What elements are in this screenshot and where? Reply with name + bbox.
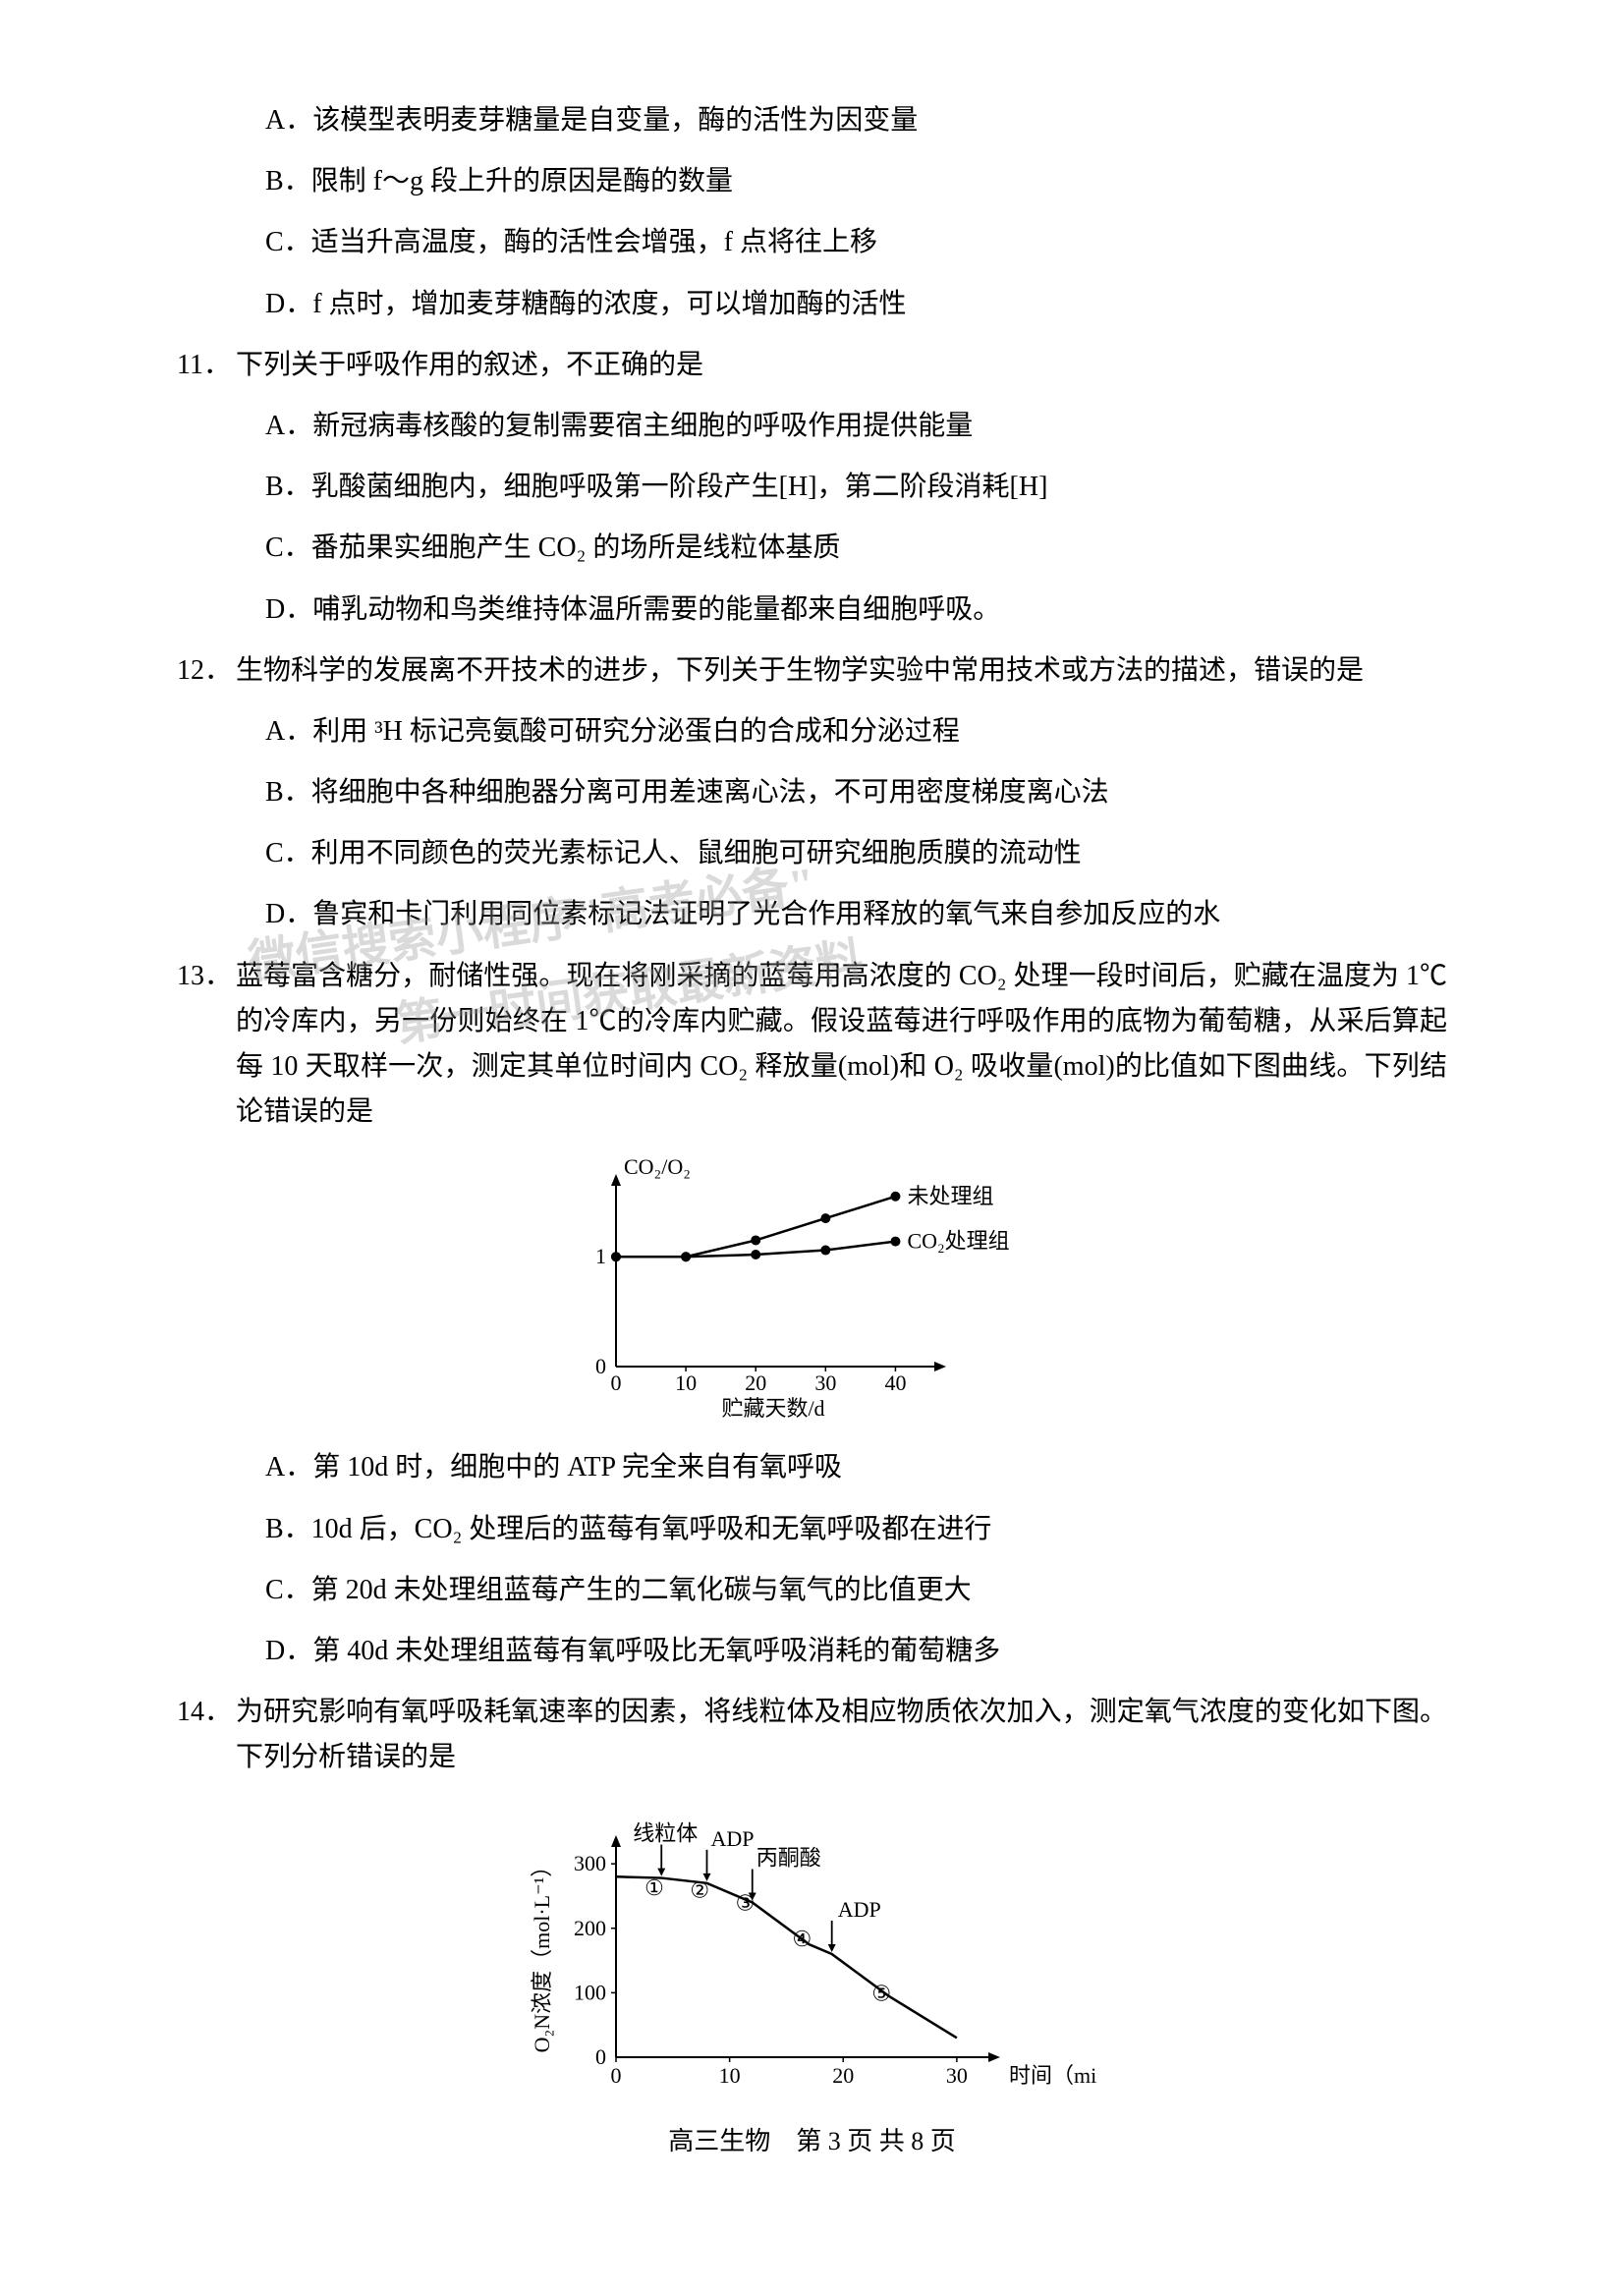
q13-option-a: A．第 10d 时，细胞中的 ATP 完全来自有氧呼吸	[177, 1445, 1447, 1490]
q14-text: 为研究影响有氧呼吸耗氧速率的因素，将线粒体及相应物质依次加入，测定氧气浓度的变化…	[236, 1690, 1447, 1780]
q10-option-a: A．该模型表明麦芽糖量是自变量，酶的活性为因变量	[177, 98, 1447, 143]
svg-text:CO₂/O₂: CO₂/O₂	[624, 1154, 691, 1179]
q11-num: 11．	[177, 343, 236, 388]
q10-option-b: B．限制 f～g 段上升的原因是酶的数量	[177, 159, 1447, 204]
q13-option-c: C．第 20d 未处理组蓝莓产生的二氧化碳与氧气的比值更大	[177, 1568, 1447, 1613]
svg-text:CO₂处理组: CO₂处理组	[907, 1229, 1009, 1254]
svg-text:未处理组: 未处理组	[907, 1184, 993, 1208]
q13-text: 蓝莓富含糖分，耐储性强。现在将刚采摘的蓝莓用高浓度的 CO₂ 处理一段时间后，贮…	[236, 954, 1447, 1136]
svg-text:①: ①	[644, 1874, 664, 1899]
svg-text:30: 30	[814, 1370, 836, 1395]
svg-text:时间（min）: 时间（min）	[1009, 2063, 1097, 2088]
svg-text:20: 20	[832, 2063, 854, 2088]
svg-text:100: 100	[574, 1980, 606, 2004]
svg-text:0: 0	[610, 1370, 621, 1395]
q12-option-a: A．利用 ³H 标记亮氨酸可研究分泌蛋白的合成和分泌过程	[177, 709, 1447, 755]
q11-option-b: B．乳酸菌细胞内，细胞呼吸第一阶段产生[H]，第二阶段消耗[H]	[177, 465, 1447, 510]
svg-text:线粒体: 线粒体	[633, 1820, 698, 1845]
svg-text:300: 300	[574, 1851, 606, 1875]
svg-text:丙酮酸: 丙酮酸	[756, 1845, 820, 1870]
svg-text:ADP: ADP	[710, 1825, 754, 1850]
q13-option-b: B．10d 后，CO₂ 处理后的蓝莓有氧呼吸和无氧呼吸都在进行	[177, 1507, 1447, 1552]
q14-stem: 14． 为研究影响有氧呼吸耗氧速率的因素，将线粒体及相应物质依次加入，测定氧气浓…	[177, 1690, 1447, 1780]
svg-text:0: 0	[595, 2044, 606, 2069]
svg-text:O₂N浓度（mol·L⁻¹）: O₂N浓度（mol·L⁻¹）	[530, 1855, 554, 2052]
q11-option-a: A．新冠病毒核酸的复制需要宿主细胞的呼吸作用提供能量	[177, 404, 1447, 449]
svg-text:20: 20	[745, 1370, 766, 1395]
svg-text:30: 30	[945, 2063, 967, 2088]
q11-option-c: C．番茄果实细胞产生 CO₂ 的场所是线粒体基质	[177, 526, 1447, 571]
q12-stem: 12． 生物科学的发展离不开技术的进步，下列关于生物学实验中常用技术或方法的描述…	[177, 648, 1447, 694]
svg-text:贮藏天数/d: 贮藏天数/d	[721, 1396, 824, 1421]
svg-text:1: 1	[595, 1245, 606, 1269]
q12-num: 12．	[177, 648, 236, 694]
q12-option-c: C．利用不同颜色的荧光素标记人、鼠细胞可研究细胞质膜的流动性	[177, 831, 1447, 876]
q13-option-d: D．第 40d 未处理组蓝莓有氧呼吸比无氧呼吸消耗的葡萄糖多	[177, 1629, 1447, 1674]
svg-text:③: ③	[735, 1890, 755, 1915]
page-footer: 高三生物 第 3 页 共 8 页	[177, 2121, 1447, 2157]
svg-text:40: 40	[884, 1370, 906, 1395]
svg-text:⑤: ⑤	[871, 1981, 891, 2005]
q11-option-d: D．哺乳动物和鸟类维持体温所需要的能量都来自细胞呼吸。	[177, 587, 1447, 633]
q14-chart: O₂N浓度（mol·L⁻¹）01020300100200300时间（min）线粒…	[528, 1797, 1097, 2101]
q13-stem: 13． 蓝莓富含糖分，耐储性强。现在将刚采摘的蓝莓用高浓度的 CO₂ 处理一段时…	[177, 954, 1447, 1136]
q12-option-b: B．将细胞中各种细胞器分离可用差速离心法，不可用密度梯度离心法	[177, 770, 1447, 815]
q11-text: 下列关于呼吸作用的叙述，不正确的是	[236, 343, 1447, 388]
q13-num: 13．	[177, 954, 236, 1136]
q12-text: 生物科学的发展离不开技术的进步，下列关于生物学实验中常用技术或方法的描述，错误的…	[236, 648, 1447, 694]
svg-text:200: 200	[574, 1915, 606, 1939]
q11-stem: 11． 下列关于呼吸作用的叙述，不正确的是	[177, 343, 1447, 388]
svg-text:ADP: ADP	[837, 1897, 880, 1922]
q10-option-d: D．f 点时，增加麦芽糖酶的浓度，可以增加酶的活性	[177, 282, 1447, 327]
svg-text:0: 0	[610, 2063, 621, 2088]
q13-chart: CO₂/O₂ 0 10 20 30 40 0 1 贮藏天数/d 未处理组 CO₂处理组	[557, 1150, 1068, 1426]
svg-text:10: 10	[675, 1370, 697, 1395]
svg-text:②: ②	[690, 1877, 709, 1902]
svg-text:④: ④	[792, 1926, 812, 1950]
q12-option-d: D．鲁宾和卡门利用同位素标记法证明了光合作用释放的氧气来自参加反应的水	[177, 892, 1447, 937]
svg-text:10: 10	[718, 2063, 740, 2088]
q13-chart-container: CO₂/O₂ 0 10 20 30 40 0 1 贮藏天数/d 未处理组 CO₂处理组	[177, 1150, 1447, 1426]
svg-text:0: 0	[595, 1354, 606, 1378]
q14-chart-container: O₂N浓度（mol·L⁻¹）01020300100200300时间（min）线粒…	[177, 1797, 1447, 2101]
q10-option-c: C．适当升高温度，酶的活性会增强，f 点将往上移	[177, 220, 1447, 265]
q14-num: 14．	[177, 1690, 236, 1780]
